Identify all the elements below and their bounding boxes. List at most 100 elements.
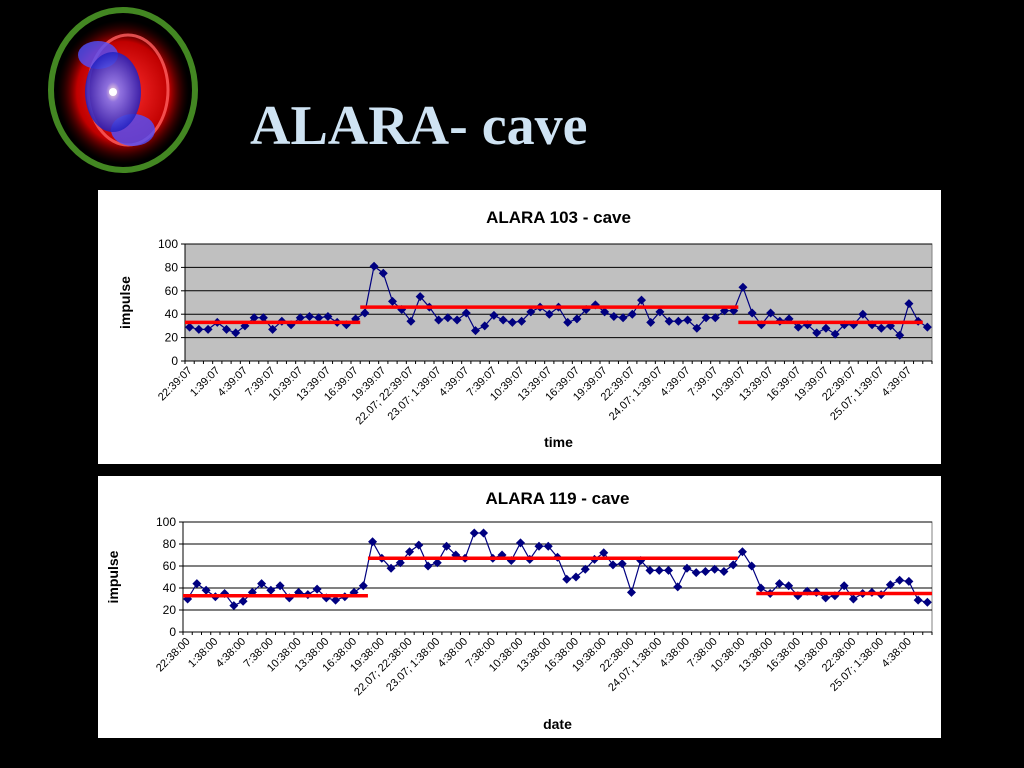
data-point xyxy=(543,541,553,551)
data-point xyxy=(414,540,424,550)
slide-title: ALARA- cave xyxy=(250,95,588,157)
x-tick-label: 4:38:00 xyxy=(214,636,248,670)
y-tick-label: 60 xyxy=(163,559,177,573)
data-point xyxy=(257,579,267,589)
data-point xyxy=(247,587,257,597)
data-point xyxy=(645,565,655,575)
data-point xyxy=(369,261,379,271)
data-point xyxy=(395,558,405,568)
data-point xyxy=(913,595,923,605)
x-tick-label: 4:39:07 xyxy=(437,365,471,399)
data-point xyxy=(331,595,341,605)
data-point xyxy=(405,547,415,557)
data-point xyxy=(700,567,710,576)
data-point xyxy=(479,528,489,538)
data-point xyxy=(268,324,278,334)
nebula-image xyxy=(48,7,198,173)
data-point xyxy=(784,581,794,591)
data-point xyxy=(766,308,776,318)
data-point xyxy=(349,587,359,597)
data-point xyxy=(839,320,849,330)
data-point xyxy=(904,299,914,309)
data-point xyxy=(360,308,370,318)
data-point xyxy=(830,329,840,339)
data-point xyxy=(904,576,914,586)
data-point xyxy=(609,312,619,322)
data-point xyxy=(580,564,590,574)
data-point xyxy=(442,541,452,551)
x-tick-label: 4:39:07 xyxy=(658,365,692,399)
data-point xyxy=(627,309,637,319)
data-point xyxy=(673,582,683,592)
data-point xyxy=(480,321,490,331)
data-point xyxy=(663,565,673,575)
data-point xyxy=(544,309,554,319)
data-point xyxy=(305,312,314,322)
data-point xyxy=(469,528,479,538)
data-point xyxy=(238,596,248,606)
y-tick-label: 40 xyxy=(165,307,179,321)
data-point xyxy=(867,320,877,330)
data-point xyxy=(646,317,656,327)
data-point xyxy=(599,548,609,558)
chart-alara-119: ALARA 119 - cave 0 20 40 60 80 100 22:38:001:38… xyxy=(105,489,933,732)
chart-title: ALARA 119 - cave xyxy=(486,489,630,508)
data-point xyxy=(432,558,442,568)
data-point xyxy=(192,579,202,589)
data-point xyxy=(682,563,692,573)
data-point xyxy=(423,561,433,571)
x-tick-label: 4:39:07 xyxy=(880,365,914,399)
data-point xyxy=(617,559,627,569)
y-axis-label: impulse xyxy=(117,276,133,329)
data-point xyxy=(203,324,213,334)
data-point xyxy=(691,568,701,578)
data-point xyxy=(185,322,195,332)
data-point xyxy=(517,316,527,326)
data-point xyxy=(526,307,536,317)
data-point xyxy=(812,328,822,338)
data-point xyxy=(386,563,396,573)
data-point xyxy=(516,538,526,548)
x-tick-label: 4:38:00 xyxy=(880,636,914,670)
data-point xyxy=(415,292,425,302)
data-point xyxy=(876,323,886,333)
data-point xyxy=(803,320,812,330)
data-point xyxy=(895,575,905,585)
data-point xyxy=(738,282,748,292)
data-point xyxy=(858,309,868,319)
data-point xyxy=(572,314,582,324)
x-tick-label: 4:38:00 xyxy=(436,636,470,670)
data-point xyxy=(434,315,444,325)
data-point xyxy=(229,601,239,611)
data-point xyxy=(489,310,499,320)
data-point xyxy=(756,320,766,330)
data-point xyxy=(571,572,581,582)
x-tick-label: 1:39:07 xyxy=(188,365,222,399)
x-tick-label: 4:39:07 xyxy=(216,365,250,399)
chart-alara-103: ALARA 103 - cave 0 20 40 60 80 100 22:39:071:39… xyxy=(117,208,933,450)
y-tick-label: 0 xyxy=(171,354,178,368)
y-tick-label: 100 xyxy=(158,237,178,251)
data-point xyxy=(534,541,544,551)
data-point xyxy=(839,581,849,591)
plot-area xyxy=(182,521,933,633)
y-tick-label: 100 xyxy=(156,515,176,529)
data-point xyxy=(358,581,368,591)
data-point xyxy=(608,560,618,570)
data-point xyxy=(266,585,276,595)
data-point xyxy=(895,330,905,340)
data-point xyxy=(562,574,572,584)
y-tick-label: 0 xyxy=(169,625,176,639)
data-point xyxy=(368,537,378,547)
data-point xyxy=(452,315,462,325)
data-point xyxy=(922,597,932,607)
y-tick-label: 20 xyxy=(165,331,179,345)
data-point xyxy=(821,323,831,333)
x-tick-label: 1:38:00 xyxy=(186,636,220,670)
x-tick-label: 4:38:00 xyxy=(658,636,692,670)
data-point xyxy=(683,315,693,325)
data-point xyxy=(341,320,351,330)
data-point xyxy=(673,316,683,326)
data-point xyxy=(461,308,471,318)
data-point xyxy=(747,561,757,571)
